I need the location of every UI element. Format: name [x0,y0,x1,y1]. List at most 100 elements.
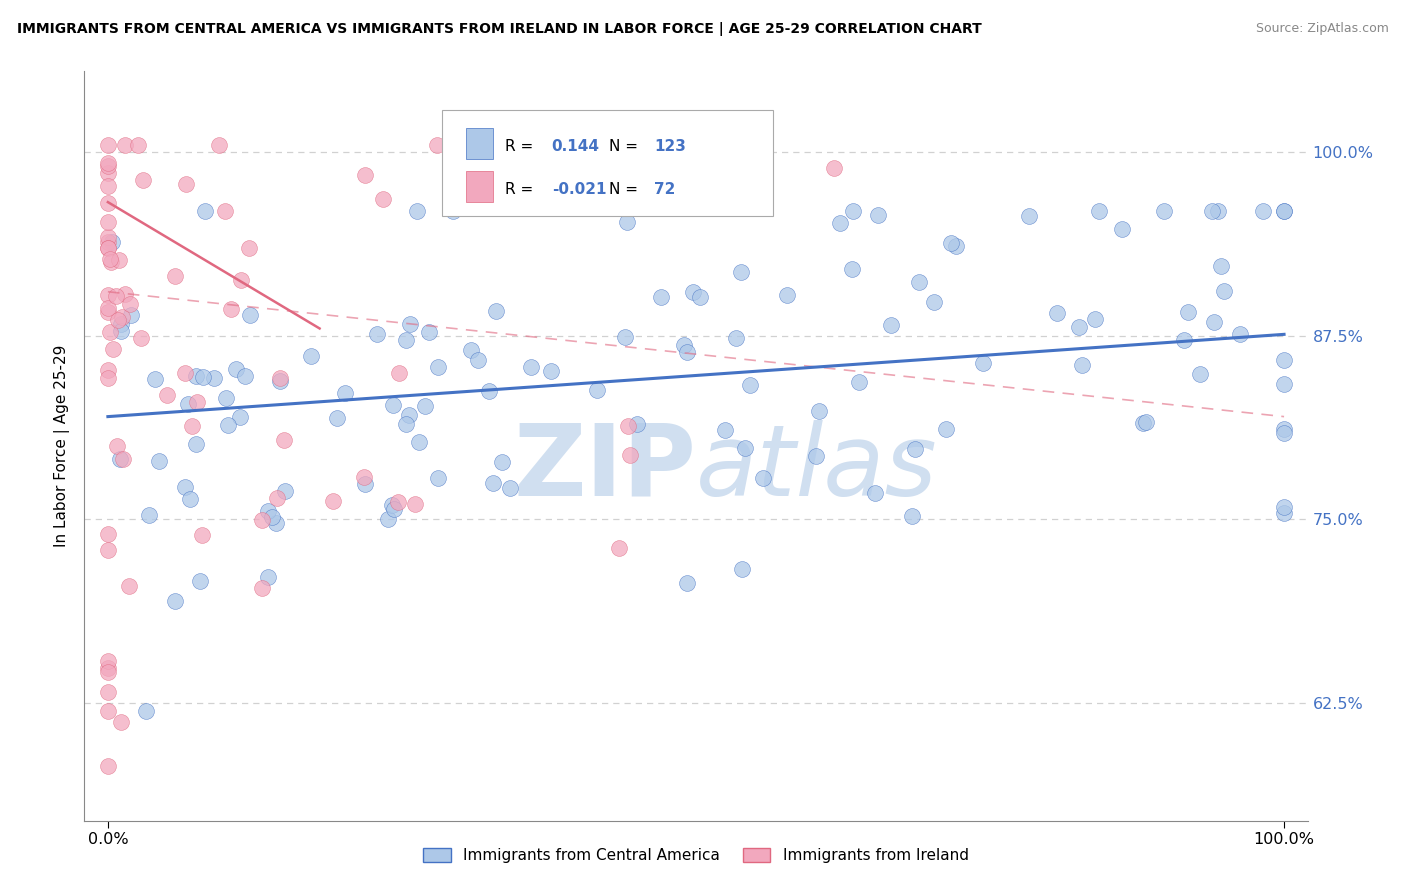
Point [381,498,404,512]
Point [108,452,131,467]
Point [685,171,707,186]
Point [165,269,187,284]
Point [398,317,420,331]
Point [1188,367,1211,381]
Point [191,369,214,384]
Point [97,159,120,173]
Point [174,367,197,381]
Point [935,422,957,436]
Point [731,562,754,576]
Point [114,137,136,152]
Point [269,374,291,388]
Point [616,215,638,229]
Point [235,368,257,383]
Point [939,236,962,251]
Point [880,318,903,332]
Point [922,295,945,310]
Point [650,290,672,304]
Point [901,508,924,523]
Point [127,137,149,152]
Point [219,302,242,317]
Point [395,333,418,347]
Point [215,391,238,405]
Point [97,661,120,675]
Point [225,362,247,376]
Point [97,156,120,170]
Point [217,418,239,433]
Point [229,273,252,287]
Point [186,394,208,409]
Point [118,579,141,593]
Point [1272,506,1295,520]
Point [808,403,831,417]
Point [98,252,121,266]
Text: -0.021: -0.021 [551,182,606,197]
Point [676,575,699,590]
Text: IMMIGRANTS FROM CENTRAL AMERICA VS IMMIGRANTS FROM IRELAND IN LABOR FORCE | AGE : IMMIGRANTS FROM CENTRAL AMERICA VS IMMIG… [17,22,981,37]
Point [377,511,399,525]
Point [135,704,157,718]
Text: R =: R = [505,139,538,153]
Point [1229,326,1251,341]
Legend: Immigrants from Central America, Immigrants from Ireland: Immigrants from Central America, Immigra… [418,842,974,869]
Point [1084,312,1107,326]
Point [1046,306,1069,320]
Point [1272,425,1295,440]
Bar [465,171,494,202]
Point [354,477,377,491]
Point [972,356,994,370]
Point [229,409,252,424]
Point [408,434,430,449]
Point [165,594,187,608]
Point [214,203,236,218]
Point [120,308,142,322]
Point [148,454,170,468]
Point [848,375,870,389]
Point [1132,417,1154,431]
Text: N =: N = [609,139,643,153]
Point [188,574,211,588]
Point [97,166,120,180]
Point [97,705,120,719]
Point [485,303,508,318]
Point [619,448,641,462]
Point [395,417,418,432]
Point [366,326,388,341]
Point [404,496,426,510]
Point [1201,203,1223,218]
Point [194,203,217,218]
Point [186,368,208,383]
Point [266,491,288,505]
Point [730,265,752,279]
Point [751,470,773,484]
Point [353,470,375,484]
Point [138,508,160,522]
Point [239,308,262,322]
Point [540,364,562,378]
Point [1272,353,1295,368]
Text: N =: N = [609,182,643,197]
Point [114,287,136,301]
Point [1071,358,1094,372]
Point [108,253,131,268]
Point [184,436,207,450]
Point [441,203,464,218]
Point [841,261,863,276]
Point [1111,222,1133,236]
Point [725,331,748,345]
Point [1173,333,1195,347]
Y-axis label: In Labor Force | Age 25-29: In Labor Force | Age 25-29 [55,345,70,547]
Point [257,570,280,584]
Point [97,178,120,193]
Point [1209,259,1232,273]
Text: 123: 123 [654,139,686,153]
Point [97,235,120,250]
Point [97,685,120,699]
Point [110,324,132,338]
Point [110,715,132,730]
Point [97,196,120,211]
Point [1069,320,1091,334]
Text: atlas: atlas [696,420,938,517]
Point [98,325,121,339]
Point [1272,203,1295,218]
